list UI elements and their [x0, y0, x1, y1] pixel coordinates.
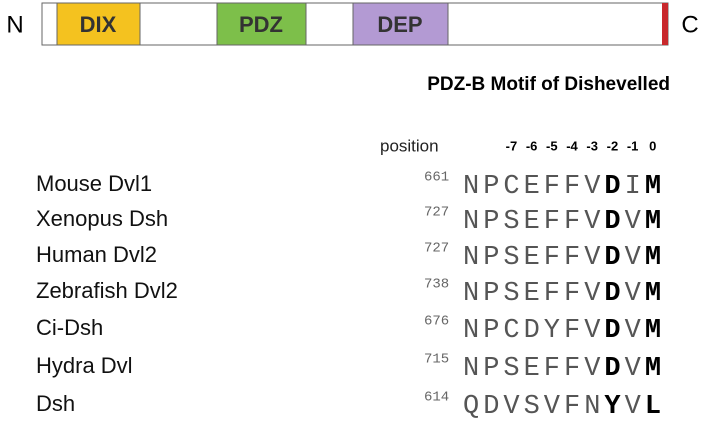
sequence-segment: I: [625, 172, 645, 202]
sequence-segment: NPSEFFV: [463, 354, 604, 384]
sequence-segment: M: [645, 207, 665, 237]
sequence: QDVSVFNYVL: [463, 392, 665, 422]
start-number: 614: [424, 390, 449, 406]
sequence: NPSEFFVDVM: [463, 279, 665, 309]
domain-box: [216, 2, 307, 46]
sequence-segment: V: [625, 392, 645, 422]
n-terminus: N: [6, 11, 23, 38]
species-name: Dsh: [36, 391, 75, 416]
position-label: position: [380, 136, 439, 155]
species-name: Zebrafish Dvl2: [36, 278, 178, 303]
sequence-segment: D: [604, 279, 624, 309]
sequence: NPCDYFVDVM: [463, 316, 665, 346]
species-name: Hydra Dvl: [36, 353, 133, 378]
sequence-segment: V: [625, 207, 645, 237]
sequence: NPSEFFVDVM: [463, 207, 665, 237]
c-terminus: C: [681, 11, 698, 38]
position-number: 0: [649, 138, 656, 153]
title: PDZ-B Motif of Dishevelled: [427, 74, 670, 95]
start-number: 727: [424, 241, 449, 257]
end-cap: [662, 3, 668, 45]
position-number: -4: [566, 138, 578, 153]
sequence-segment: V: [625, 279, 645, 309]
position-number: -5: [546, 138, 558, 153]
start-number: 715: [424, 352, 449, 368]
domain-box: [352, 2, 449, 46]
sequence-segment: QDVSVFN: [463, 392, 604, 422]
sequence-segment: Y: [604, 392, 624, 422]
sequence-segment: NPSEFFV: [463, 207, 604, 237]
sequence-segment: NPCEFFV: [463, 172, 604, 202]
sequence-segment: NPCDYFV: [463, 316, 604, 346]
sequence-segment: V: [625, 354, 645, 384]
domain-label: PDZ: [239, 12, 283, 37]
sequence: NPCEFFVDIM: [463, 172, 665, 202]
domain-label: DEP: [377, 12, 422, 37]
start-number: 661: [424, 170, 449, 186]
sequence-segment: D: [604, 207, 624, 237]
sequence-segment: M: [645, 279, 665, 309]
position-number: -2: [607, 138, 619, 153]
sequence-segment: V: [625, 316, 645, 346]
position-number: -7: [506, 138, 518, 153]
species-name: Xenopus Dsh: [36, 206, 168, 231]
sequence-segment: V: [625, 243, 645, 273]
position-number: -1: [627, 138, 639, 153]
sequence-segment: D: [604, 354, 624, 384]
species-name: Ci-Dsh: [36, 315, 103, 340]
position-number: -6: [526, 138, 538, 153]
sequence-segment: NPSEFFV: [463, 279, 604, 309]
domain-label: DIX: [80, 12, 117, 37]
species-name: Human Dvl2: [36, 242, 157, 267]
sequence-segment: D: [604, 316, 624, 346]
sequence-segment: NPSEFFV: [463, 243, 604, 273]
sequence-segment: M: [645, 316, 665, 346]
sequence-segment: M: [645, 243, 665, 273]
sequence-segment: M: [645, 172, 665, 202]
sequence-segment: M: [645, 354, 665, 384]
start-number: 738: [424, 277, 449, 293]
sequence: NPSEFFVDVM: [463, 243, 665, 273]
position-number: -3: [586, 138, 598, 153]
sequence-segment: D: [604, 243, 624, 273]
start-number: 676: [424, 314, 449, 330]
domain-box: [56, 2, 141, 46]
sequence: NPSEFFVDVM: [463, 354, 665, 384]
start-number: 727: [424, 205, 449, 221]
sequence-segment: L: [645, 392, 665, 422]
sequence-segment: D: [604, 172, 624, 202]
species-name: Mouse Dvl1: [36, 171, 152, 196]
